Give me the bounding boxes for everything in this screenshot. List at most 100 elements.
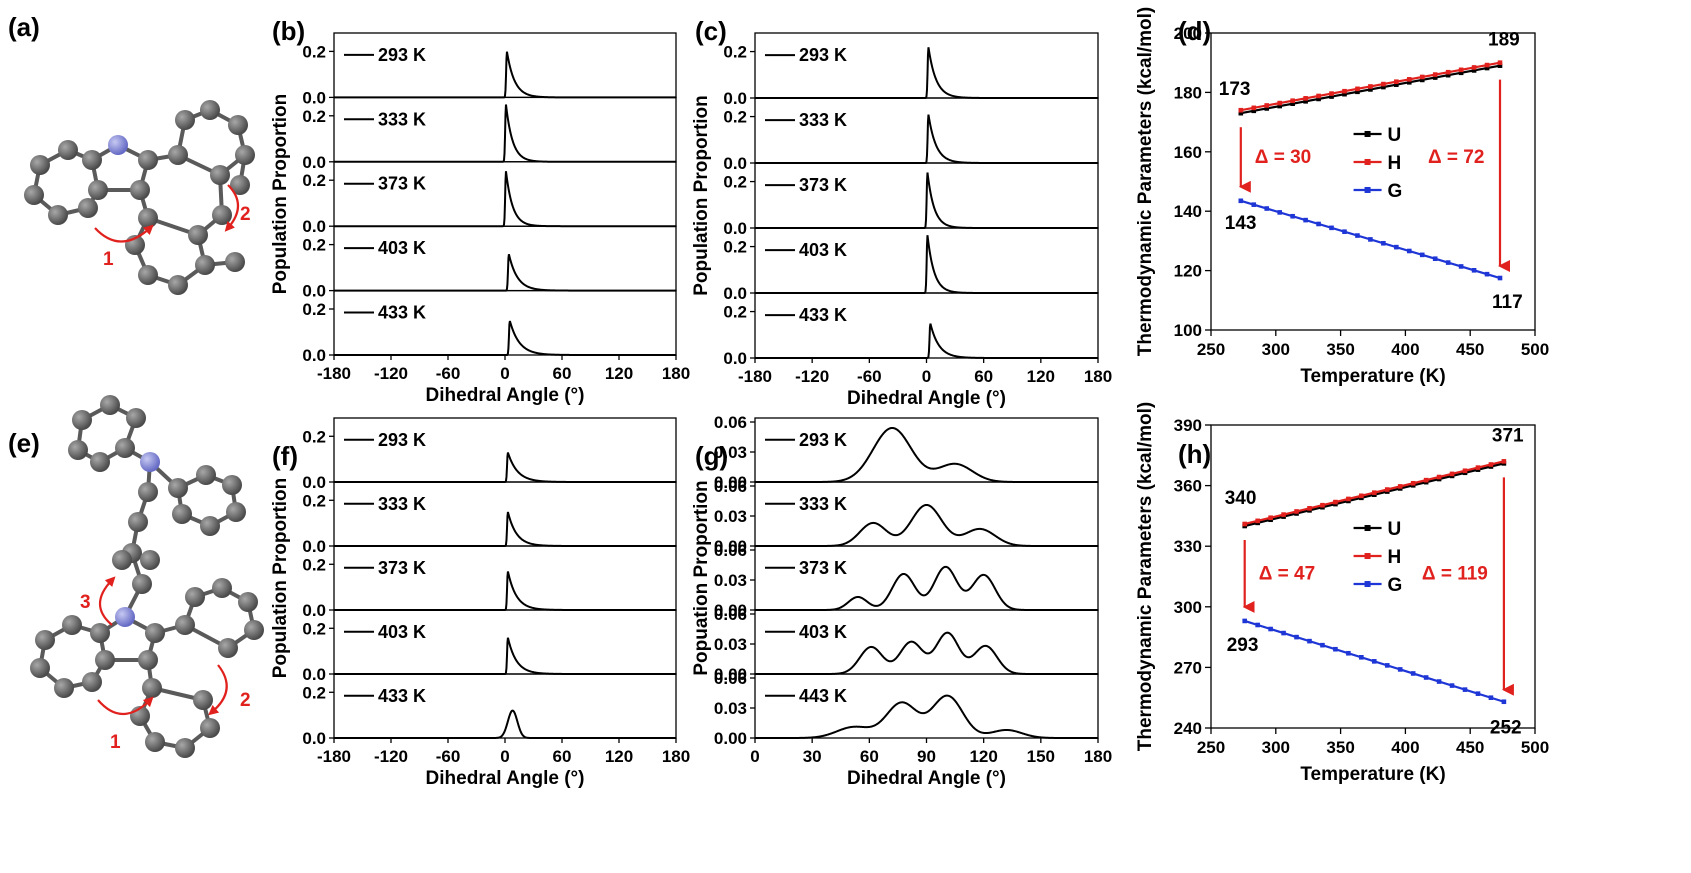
series-point-H [1264, 103, 1270, 108]
legend-label-G: G [1388, 181, 1403, 202]
carbon-atom [82, 672, 102, 692]
series-point-G [1268, 626, 1273, 632]
x-tick-label: 0 [922, 367, 931, 386]
y-tick-label: 0.0 [723, 89, 747, 108]
series-point-H [1484, 62, 1490, 68]
legend-marker-U [1364, 130, 1371, 137]
series-point-G [1333, 646, 1338, 652]
x-tick-label: 0 [750, 747, 759, 766]
legend-marker-G [1364, 186, 1371, 193]
x-tick-label: 60 [553, 364, 572, 383]
carbon-atom [130, 180, 150, 200]
series-point-U [1329, 94, 1334, 99]
carbon-atom [78, 198, 98, 218]
y-tick-label: 0.2 [723, 303, 747, 322]
series-point-H [1471, 65, 1477, 70]
delta-low-label: Δ = 30 [1255, 147, 1311, 168]
x-tick-label: 60 [860, 747, 879, 766]
y-tick-label: 0.2 [723, 108, 747, 127]
y-axis-title: Thermodynamic Parameters (kcal/mol) [1135, 7, 1156, 357]
y-tick-label: 0.2 [302, 491, 326, 510]
series-point-G [1458, 264, 1464, 269]
x-tick-label: 180 [1084, 367, 1112, 386]
x-tick-label: -120 [374, 747, 408, 766]
carbon-atom [112, 550, 132, 570]
series-point-G [1436, 679, 1442, 684]
carbon-atom [218, 638, 238, 658]
series-point-U [1484, 65, 1490, 71]
y-tick-label: 0.2 [302, 236, 326, 255]
carbon-atom [244, 620, 264, 640]
legend-label: 433 K [378, 302, 426, 322]
y-tick-label: 0.03 [714, 571, 747, 590]
carbon-atom [225, 252, 245, 272]
x-tick-label: 180 [1084, 747, 1112, 766]
population-curve-403k [334, 637, 676, 675]
carbon-atom [82, 150, 102, 170]
legend-label-U: U [1388, 125, 1402, 146]
series-point-U [1368, 87, 1373, 92]
g-end-value: 252 [1490, 718, 1522, 739]
carbon-atom [126, 408, 146, 428]
y-tick-label: 0.2 [302, 619, 326, 638]
carbon-atom [210, 165, 230, 185]
legend-label: 333 K [378, 109, 426, 129]
series-point-H [1355, 86, 1360, 92]
delta-high-label: Δ = 72 [1428, 147, 1484, 168]
y-axis-title: Population Proportion [270, 94, 291, 295]
series-point-U [1471, 68, 1477, 73]
y-axis-title: Population Proportion [270, 478, 291, 679]
series-point-G [1307, 638, 1312, 644]
series-point-G [1277, 210, 1282, 215]
series-point-H [1381, 81, 1386, 87]
series-point-G [1501, 699, 1507, 705]
y-axis-title: Population Proportion [691, 95, 712, 296]
y-tick-label: 390 [1174, 416, 1202, 435]
carbon-atom [95, 650, 115, 670]
carbon-atom [48, 205, 68, 225]
series-point-U [1406, 80, 1412, 85]
series-point-H [1316, 93, 1321, 99]
g-start-value: 293 [1227, 635, 1259, 656]
x-tick-label: 300 [1262, 738, 1290, 757]
y-tick-label: 0.0 [723, 154, 747, 173]
carbon-atom [30, 155, 50, 175]
x-tick-label: 350 [1326, 340, 1354, 359]
series-point-G [1251, 202, 1257, 207]
x-tick-label: 400 [1391, 340, 1419, 359]
series-point-G [1320, 642, 1325, 648]
series-point-G [1281, 630, 1286, 636]
legend-label: 403 K [799, 240, 847, 260]
rotation-arrow [97, 696, 154, 715]
x-axis-title: Dihedral Angle (°) [426, 385, 585, 406]
y-tick-label: 0.2 [723, 173, 747, 192]
legend-label: 403 K [799, 622, 847, 642]
series-point-U [1497, 63, 1503, 68]
series-point-H [1320, 502, 1325, 508]
carbon-atom [175, 615, 195, 635]
u-start-value: 173 [1219, 79, 1251, 100]
carbon-atom [238, 592, 258, 612]
series-point-H [1281, 512, 1286, 517]
y-tick-label: 300 [1174, 598, 1202, 617]
rotation-arrow [208, 664, 228, 716]
x-tick-label: -120 [795, 367, 829, 386]
x-tick-label: 180 [662, 747, 690, 766]
series-point-H [1410, 480, 1416, 486]
legend-label: 403 K [378, 238, 426, 258]
panel-label-h: (h) [1178, 439, 1211, 469]
y-tick-label: 140 [1174, 202, 1202, 221]
x-tick-label: 120 [969, 747, 997, 766]
molecule-e-structure: 1 2 3 [30, 395, 264, 758]
series-point-H [1488, 462, 1494, 467]
series-point-G [1290, 213, 1295, 219]
carbon-atom [142, 678, 162, 698]
series-point-U [1238, 110, 1244, 116]
series-point-H [1238, 107, 1244, 113]
rotation-label: 1 [110, 732, 121, 753]
legend-label: 443 K [799, 686, 847, 706]
x-tick-label: 180 [662, 364, 690, 383]
y-tick-label: 330 [1174, 537, 1202, 556]
